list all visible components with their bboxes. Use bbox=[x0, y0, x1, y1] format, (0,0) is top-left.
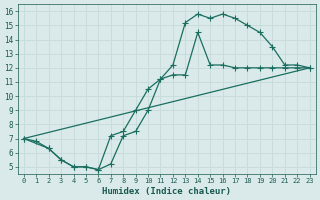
X-axis label: Humidex (Indice chaleur): Humidex (Indice chaleur) bbox=[102, 187, 231, 196]
